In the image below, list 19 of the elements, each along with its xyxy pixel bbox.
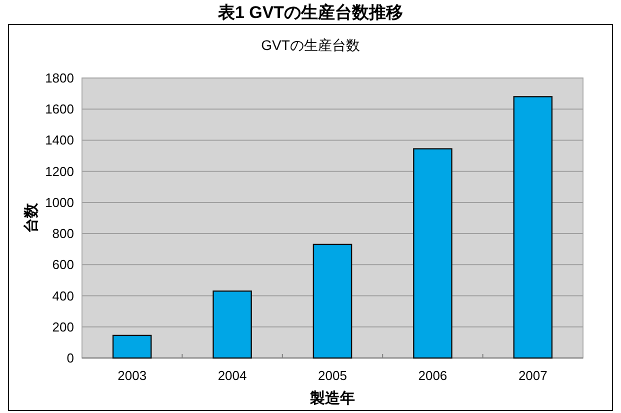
y-tick-label: 1200 xyxy=(45,164,74,179)
x-axis-title: 製造年 xyxy=(309,390,355,407)
y-tick-label: 1400 xyxy=(45,132,74,148)
y-tick-label: 1600 xyxy=(45,102,74,117)
x-tick-label: 2004 xyxy=(218,368,247,383)
y-tick-label: 400 xyxy=(52,288,74,304)
y-tick-label: 1800 xyxy=(45,70,74,86)
y-axis-title: 台数 xyxy=(23,202,40,233)
y-tick-label: 200 xyxy=(52,319,74,334)
y-tick-label: 0 xyxy=(66,350,74,366)
x-tick-label: 2007 xyxy=(518,368,548,383)
chart-title: 表1 GVTの生産台数推移 xyxy=(216,3,404,22)
chart-subtitle: GVTの生産台数 xyxy=(261,37,360,53)
x-tick-label: 2006 xyxy=(418,368,448,383)
x-tick-label: 2003 xyxy=(118,368,147,383)
y-tick-label: 1000 xyxy=(45,194,74,210)
y-tick-label: 600 xyxy=(52,257,74,272)
y-tick-label: 800 xyxy=(52,226,74,242)
x-tick-label: 2005 xyxy=(318,368,347,383)
